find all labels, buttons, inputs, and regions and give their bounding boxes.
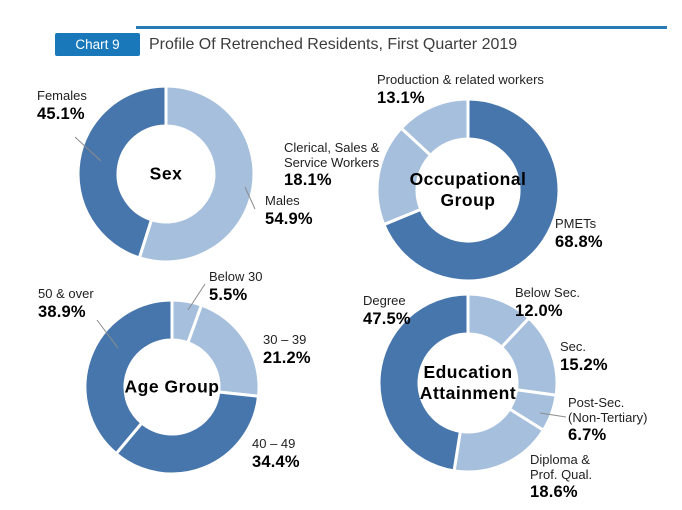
donut-center-title-occupational-group: Occupational Group [409, 169, 527, 210]
slice-value: 6.7% [568, 426, 607, 445]
leader-line-below-30 [187, 283, 206, 311]
slice-label-50-over: 50 & over 38.9% [38, 286, 94, 321]
donut-center-title-age-group: Age Group [124, 376, 220, 397]
slice-label-30-39: 30 – 39 21.2% [263, 332, 311, 367]
slice-name: PMETs [555, 216, 597, 231]
slice-label-sec: Sec. 15.2% [560, 339, 608, 374]
slice-value: 68.8% [555, 232, 603, 251]
slice-value: 34.4% [252, 452, 300, 471]
chart-title: Profile Of Retrenched Residents, First Q… [149, 36, 518, 53]
slice-label-diploma-prof-qual: Diploma & Prof. Qual. 18.6% [530, 452, 593, 502]
slice-label-post-sec-non-tertiary: Post-Sec. (Non-Tertiary) 6.7% [568, 395, 648, 445]
donut-center-title-education-attainment: Education Attainment [419, 362, 517, 403]
slice-value: 45.1% [37, 104, 85, 123]
slice-value: 47.5% [363, 309, 411, 328]
slice-value: 13.1% [377, 88, 425, 107]
donut-segment-females [76, 84, 168, 260]
slice-value: 54.9% [265, 209, 313, 228]
donut-segment-production-related-workers [399, 97, 470, 157]
donut-segment-degree [377, 292, 470, 473]
slice-name: Post-Sec. (Non-Tertiary) [568, 395, 648, 425]
donut-segment-40-49 [114, 390, 261, 476]
slice-value: 18.6% [530, 483, 578, 502]
slice-name: Diploma & Prof. Qual. [530, 452, 593, 482]
slice-value: 12.0% [515, 301, 563, 320]
slice-name: 50 & over [38, 286, 94, 301]
slice-value: 21.2% [263, 348, 311, 367]
chart-number-badge: Chart 9 [55, 33, 140, 56]
slice-label-degree: Degree 47.5% [363, 293, 411, 328]
slice-label-clerical-sales-service-workers: Clerical, Sales & Service Workers 18.1% [284, 140, 380, 190]
donut-segment-50-over [83, 298, 174, 456]
slice-name: Females [37, 88, 87, 103]
donut-segment-males [137, 84, 256, 264]
slice-value: 18.1% [284, 171, 332, 190]
leader-line-females [74, 136, 102, 162]
leader-line-50-over [96, 319, 119, 349]
leader-line-post-sec-non-tertiary [539, 412, 567, 418]
slice-name: Sec. [560, 339, 587, 354]
slice-label-production-related-workers: Production & related workers 13.1% [377, 72, 544, 107]
donut-center-title-sex: Sex [149, 163, 183, 184]
slice-name: 40 – 49 [252, 436, 296, 451]
slice-value: 38.9% [38, 302, 86, 321]
slice-name: 30 – 39 [263, 332, 307, 347]
slice-name: Production & related workers [377, 72, 544, 87]
slice-label-below-sec: Below Sec. 12.0% [515, 285, 581, 320]
donut-segment-pmets [382, 97, 561, 283]
slice-value: 5.5% [209, 285, 248, 304]
slice-value: 15.2% [560, 355, 608, 374]
slice-name: Degree [363, 293, 406, 308]
slice-name: Below 30 [209, 269, 263, 284]
header-rule [136, 26, 667, 29]
slice-label-40-49: 40 – 49 34.4% [252, 436, 300, 471]
slice-label-males: Males 54.9% [265, 193, 313, 228]
slice-label-pmets: PMETs 68.8% [555, 216, 603, 251]
slice-name: Males [265, 193, 300, 208]
slice-label-females: Females 45.1% [37, 88, 87, 123]
slice-name: Below Sec. [515, 285, 581, 300]
leader-line-males [244, 186, 256, 210]
slice-name: Clerical, Sales & Service Workers [284, 140, 380, 170]
slice-label-below-30: Below 30 5.5% [209, 269, 263, 304]
